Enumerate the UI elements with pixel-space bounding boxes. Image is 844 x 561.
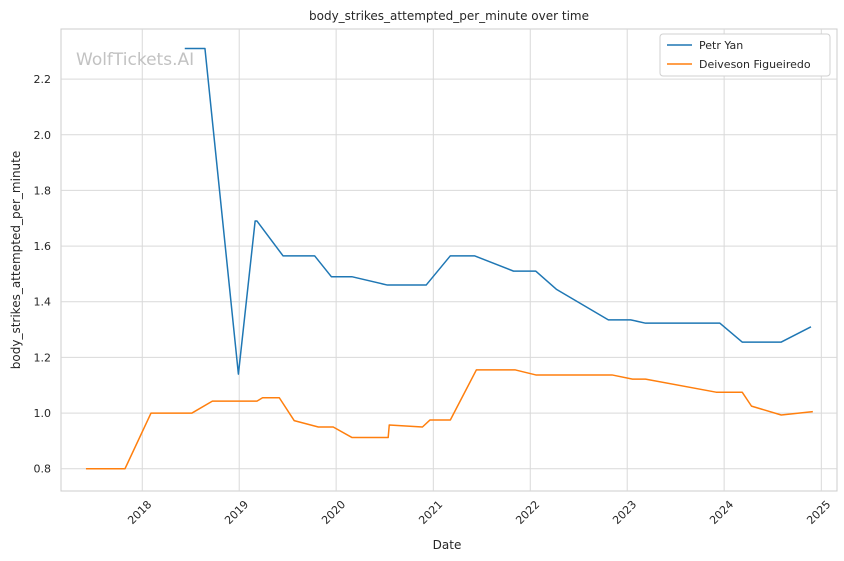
y-axis-ticks: 0.8 1.0 1.2 1.4 1.6 1.8 2.0 2.2 [34,73,52,476]
x-axis-label: Date [433,538,462,552]
x-tick-label-2021: 2021 [416,498,445,527]
y-tick-label-1-4: 1.4 [34,296,52,309]
x-tick-label-2023: 2023 [610,498,639,527]
legend-box [659,33,831,77]
y-tick-label-1-2: 1.2 [34,351,52,364]
series-line-deiveson-figueiredo [85,369,813,470]
y-tick-label-0-8: 0.8 [34,463,52,476]
y-tick-label-1-0: 1.0 [34,407,52,420]
legend: Petr Yan Deiveson Figueiredo [659,33,831,77]
legend-label-deiveson-figueiredo: Deiveson Figueiredo [699,58,811,71]
x-tick-label-2018: 2018 [125,498,154,527]
grid-lines [61,29,837,491]
x-tick-label-2025: 2025 [804,498,833,527]
plot-area [60,28,838,492]
y-axis-label: body_strikes_attempted_per_minute [9,151,23,369]
legend-label-petr-yan: Petr Yan [699,39,743,52]
x-tick-label-2022: 2022 [513,498,542,527]
x-tick-label-2020: 2020 [319,498,348,527]
series-layer [85,47,813,470]
y-tick-label-2-0: 2.0 [34,129,52,142]
x-tick-label-2024: 2024 [707,498,736,527]
y-tick-label-2-2: 2.2 [34,73,52,86]
x-tick-label-2019: 2019 [222,498,251,527]
chart-title: body_strikes_attempted_per_minute over t… [309,9,589,23]
x-axis-ticks: 2018 2019 2020 2021 2022 2023 2024 2025 [125,498,833,527]
y-tick-label-1-8: 1.8 [34,184,52,197]
y-tick-label-1-6: 1.6 [34,240,52,253]
series-line-petr-yan [184,47,812,375]
watermark: WolfTickets.AI [76,50,194,70]
